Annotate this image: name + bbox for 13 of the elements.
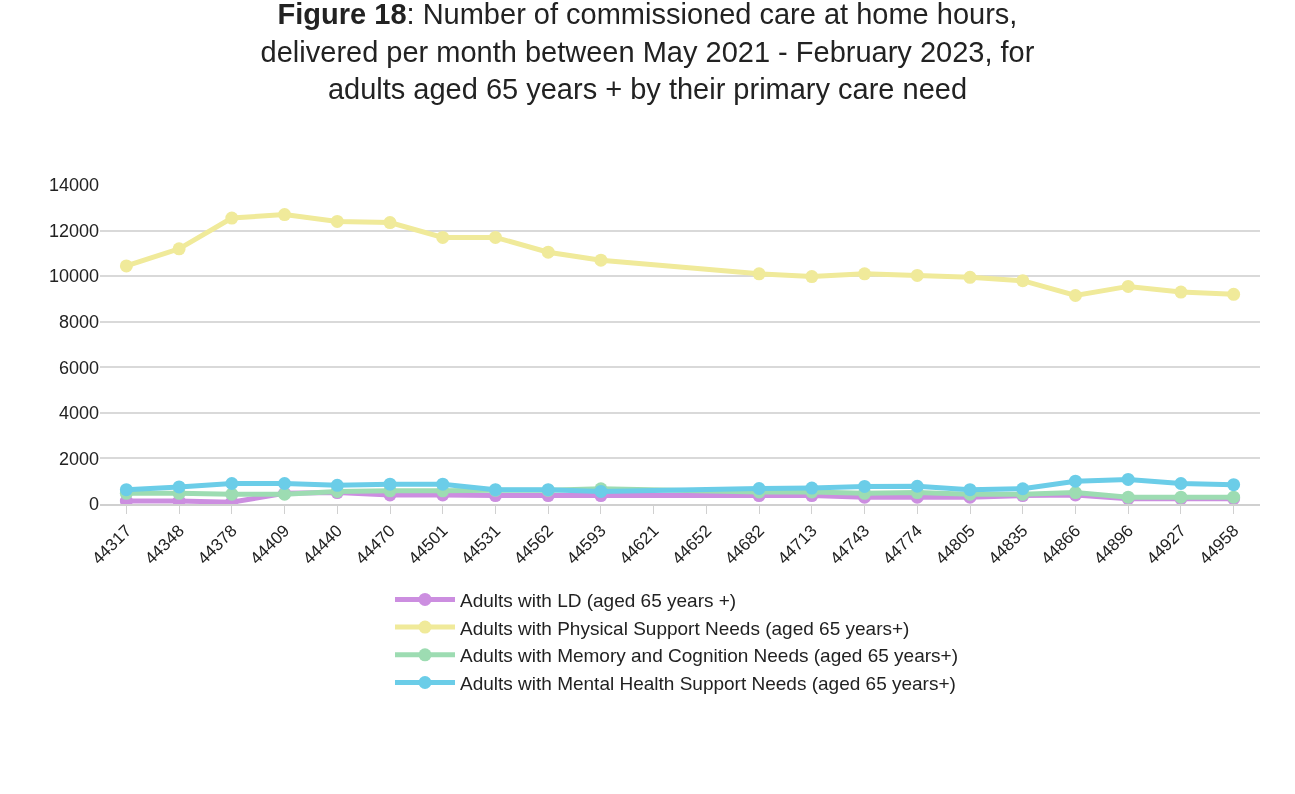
chart-title: Figure 18: Number of commissioned care at home hours, delivered per month between May 2021 - February 2023, for adults aged 65 years + by their primary care need [260,0,1035,106]
y-tick-label: 6000 [58,357,99,378]
y-tick-label: 14000 [48,175,99,196]
y-tick-label: 12000 [48,220,99,241]
y-tick-label: 2000 [58,448,99,469]
legend-label: Adults with Mental Health Support Needs (aged 65 years+) [460,672,956,694]
legend-label: Adults with Physical Support Needs (aged 65 years+) [460,617,910,639]
y-tick-label: 10000 [48,266,99,287]
legend-label: Adults with LD (aged 65 years +) [460,589,737,611]
y-tick-label: 4000 [58,403,99,424]
y-tick-label: 0 [88,494,99,515]
y-tick-label: 8000 [58,312,99,333]
legend-label: Adults with Memory and Cognition Needs (aged 65 years+) [460,645,958,667]
